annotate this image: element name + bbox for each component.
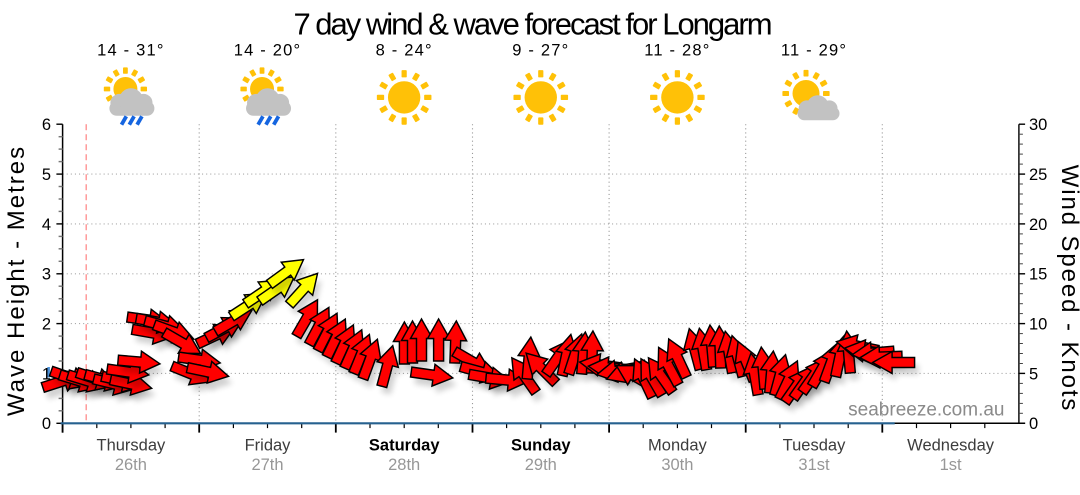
svg-text:26th: 26th [115,456,147,474]
svg-text:seabreeze.com.au: seabreeze.com.au [848,400,1004,421]
svg-text:Monday: Monday [648,437,707,455]
svg-text:5: 5 [42,166,51,184]
svg-text:14 - 31°: 14 - 31° [97,42,165,60]
svg-text:28th: 28th [388,456,420,474]
svg-text:7 day wind & wave forecast for: 7 day wind & wave forecast for Longarm [293,7,770,42]
svg-text:0: 0 [42,415,51,433]
svg-text:30th: 30th [661,456,693,474]
svg-text:Thursday: Thursday [97,437,167,455]
svg-text:1: 1 [42,365,51,383]
svg-text:Wave Height - Metres: Wave Height - Metres [3,145,30,416]
svg-text:5: 5 [1029,365,1038,383]
svg-text:4: 4 [42,216,51,234]
svg-text:29th: 29th [525,456,557,474]
svg-text:Wednesday: Wednesday [907,437,995,455]
svg-text:0: 0 [1029,415,1038,433]
svg-text:3: 3 [42,266,51,284]
svg-text:27th: 27th [251,456,283,474]
svg-text:6: 6 [42,116,51,134]
svg-text:2: 2 [42,316,51,334]
svg-text:8 - 24°: 8 - 24° [376,42,433,60]
svg-text:Friday: Friday [245,437,292,455]
svg-text:30: 30 [1029,116,1047,134]
svg-text:10: 10 [1029,316,1047,334]
svg-text:31st: 31st [798,456,830,474]
svg-text:Saturday: Saturday [369,437,440,455]
svg-text:9 - 27°: 9 - 27° [512,42,569,60]
svg-text:14 - 20°: 14 - 20° [234,42,302,60]
svg-text:Sunday: Sunday [511,437,571,455]
svg-text:Wind Speed - Knots: Wind Speed - Knots [1056,165,1080,413]
svg-text:11 - 28°: 11 - 28° [644,42,710,60]
svg-text:15: 15 [1029,266,1047,284]
svg-text:11 - 29°: 11 - 29° [781,42,847,60]
svg-text:1st: 1st [940,456,962,474]
svg-text:Tuesday: Tuesday [783,437,846,455]
svg-text:25: 25 [1029,166,1047,184]
svg-text:20: 20 [1029,216,1047,234]
